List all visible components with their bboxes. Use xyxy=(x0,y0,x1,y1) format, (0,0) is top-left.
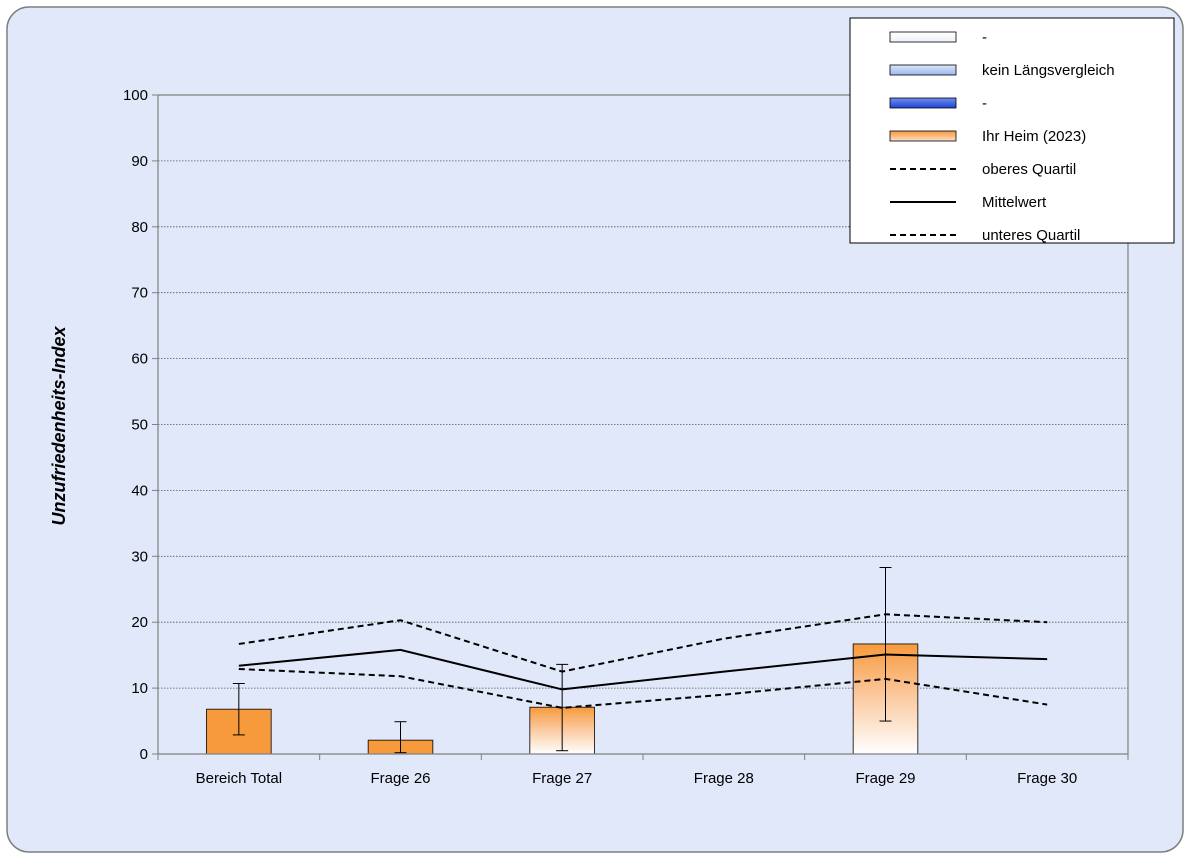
y-tick-label: 60 xyxy=(131,351,148,368)
legend-label: Ihr Heim (2023) xyxy=(982,128,1086,145)
legend-label: - xyxy=(982,95,987,112)
legend-swatch xyxy=(889,64,957,76)
y-tick-label: 50 xyxy=(131,417,148,434)
y-axis-ticks: 0 10 20 30 40 50 60 70 80 90 100 xyxy=(123,87,158,763)
x-tick-label: Frage 29 xyxy=(855,770,915,787)
line-series xyxy=(238,613,1048,709)
legend-label: unteres Quartil xyxy=(982,227,1080,244)
series-line xyxy=(238,648,1048,691)
x-tick-label: Bereich Total xyxy=(196,770,282,787)
legend-swatch xyxy=(889,130,957,142)
x-tick-label: Frage 30 xyxy=(1017,770,1077,787)
y-tick-label: 90 xyxy=(131,153,148,170)
y-tick-label: 40 xyxy=(131,482,148,499)
series-line xyxy=(238,613,1048,673)
error-bars xyxy=(232,567,892,754)
y-tick-label: 100 xyxy=(123,87,148,104)
y-tick-label: 10 xyxy=(131,680,148,697)
x-tick-label: Frage 27 xyxy=(532,770,592,787)
y-tick-label: 70 xyxy=(131,285,148,302)
series-line xyxy=(238,667,1048,709)
x-axis-ticks: Bereich Total Frage 26 Frage 27 Frage 28 Fra… xyxy=(157,754,1129,787)
chart-area: 0 10 20 30 40 50 60 70 80 90 100 Bereich Total Frag… xyxy=(6,6,1184,853)
legend-label: Mittelwert xyxy=(982,194,1047,211)
y-tick-label: 80 xyxy=(131,219,148,236)
y-tick-label: 30 xyxy=(131,548,148,565)
legend-swatch xyxy=(889,31,957,43)
legend-swatch xyxy=(889,97,957,109)
y-tick-label: 0 xyxy=(140,746,148,763)
x-tick-label: Frage 28 xyxy=(694,770,754,787)
legend-box xyxy=(849,17,1175,244)
legend-label: oberes Quartil xyxy=(982,161,1076,178)
legend-label: - xyxy=(982,29,987,46)
y-axis-label: Unzufriedenheits-Index xyxy=(49,326,69,526)
x-tick-label: Frage 26 xyxy=(370,770,430,787)
legend-label: kein Längsvergleich xyxy=(982,62,1115,79)
legend: - kein Längsvergleich - Ihr Heim (2023) ober… xyxy=(849,17,1175,244)
y-tick-label: 20 xyxy=(131,614,148,631)
